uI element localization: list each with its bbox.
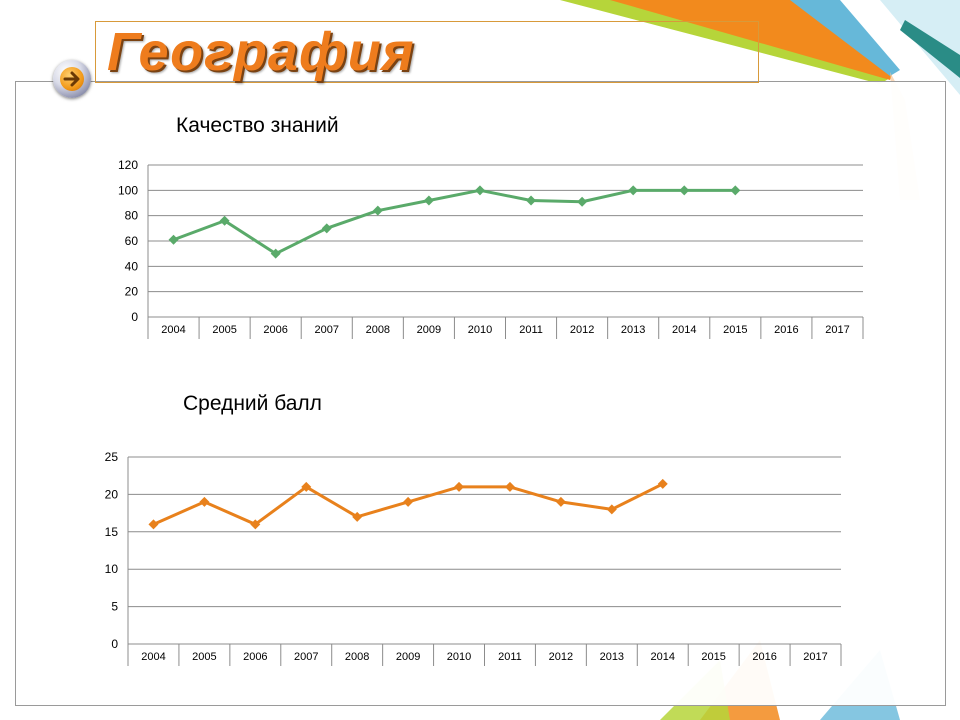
quality-data-point	[270, 248, 281, 259]
title-box	[95, 21, 759, 83]
average-x-tick-label: 2011	[498, 651, 522, 663]
ribbon-teal	[900, 20, 960, 78]
quality-x-tick-label: 2010	[468, 324, 492, 336]
quality-x-tick-label: 2017	[825, 324, 849, 336]
average-x-tick-label: 2014	[651, 651, 675, 663]
average-x-tick-label: 2015	[701, 651, 725, 663]
average-data-point	[606, 504, 617, 515]
average-x-tick-label: 2012	[549, 651, 573, 663]
average-data-point	[504, 481, 515, 492]
quality-x-tick-label: 2012	[570, 324, 594, 336]
average-data-point	[454, 481, 465, 492]
average-data-point	[148, 519, 159, 530]
quality-x-tick-label: 2016	[774, 324, 798, 336]
quality-data-point	[423, 195, 434, 206]
quality-y-tick-label: 100	[118, 183, 138, 197]
quality-x-tick-label: 2014	[672, 324, 696, 336]
arrow-right-icon	[63, 71, 80, 87]
average-x-tick-label: 2010	[447, 651, 471, 663]
average-x-tick-label: 2004	[141, 651, 165, 663]
quality-data-point	[679, 185, 690, 196]
quality-x-tick-label: 2015	[723, 324, 747, 336]
average-y-tick-label: 25	[105, 450, 119, 464]
quality-y-tick-label: 60	[125, 234, 139, 248]
quality-data-point	[526, 195, 537, 206]
average-y-tick-label: 10	[105, 562, 119, 576]
content-frame	[15, 81, 946, 706]
quality-data-point	[474, 185, 485, 196]
quality-data-point	[219, 215, 230, 226]
average-x-tick-label: 2008	[345, 651, 369, 663]
chart-title-average: Средний балл	[183, 392, 322, 415]
average-data-point	[352, 511, 363, 522]
quality-x-tick-label: 2008	[366, 324, 390, 336]
slide-title: География	[107, 22, 415, 82]
quality-data-point	[577, 196, 588, 207]
average-data-point	[657, 478, 668, 489]
nav-arrow-button[interactable]	[53, 60, 91, 98]
quality-x-tick-label: 2005	[212, 324, 236, 336]
average-y-tick-label: 5	[111, 600, 118, 614]
quality-x-tick-label: 2013	[621, 324, 645, 336]
average-data-point	[555, 496, 566, 507]
quality-x-tick-label: 2006	[263, 324, 287, 336]
ribbon-lightblue	[880, 0, 960, 95]
quality-data-point	[168, 234, 179, 245]
quality-data-point	[730, 185, 741, 196]
quality-data-point	[321, 223, 332, 234]
quality-y-tick-label: 80	[125, 209, 139, 223]
average-x-tick-label: 2007	[294, 651, 318, 663]
quality-data-point	[628, 185, 639, 196]
quality-x-tick-label: 2007	[315, 324, 339, 336]
chart-title-quality: Качество знаний	[176, 114, 339, 137]
ribbon-blue	[790, 0, 900, 76]
average-x-tick-label: 2017	[803, 651, 827, 663]
quality-y-tick-label: 0	[131, 310, 138, 324]
quality-x-tick-label: 2009	[417, 324, 441, 336]
average-y-tick-label: 0	[111, 637, 118, 651]
average-x-tick-label: 2016	[752, 651, 776, 663]
average-y-tick-label: 20	[105, 487, 119, 501]
average-y-tick-label: 15	[105, 525, 119, 539]
average-x-tick-label: 2005	[192, 651, 216, 663]
quality-y-tick-label: 40	[125, 259, 139, 273]
average-data-point	[250, 519, 261, 530]
average-data-point	[403, 496, 414, 507]
quality-data-point	[372, 205, 383, 216]
quality-series-line	[173, 188, 736, 256]
average-data-point	[301, 481, 312, 492]
average-x-tick-label: 2009	[396, 651, 420, 663]
average-data-point	[199, 496, 210, 507]
quality-x-tick-label: 2011	[519, 324, 543, 336]
quality-x-tick-label: 2004	[161, 324, 185, 336]
quality-y-tick-label: 120	[118, 158, 138, 172]
average-x-tick-label: 2013	[600, 651, 624, 663]
average-x-tick-label: 2006	[243, 651, 267, 663]
quality-y-tick-label: 20	[125, 285, 139, 299]
